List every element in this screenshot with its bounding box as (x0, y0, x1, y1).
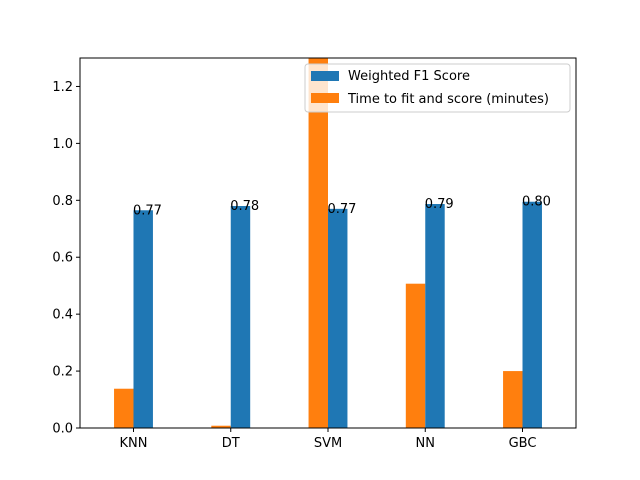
legend-box (304, 63, 571, 113)
x-tick-label-dt: DT (222, 436, 240, 451)
bar-f1-dt (230, 206, 251, 428)
x-tick-label-knn: KNN (119, 436, 147, 451)
bar-f1-knn (133, 210, 153, 428)
y-axis: 0.0 0.2 0.4 0.6 0.8 1.0 1.2 (52, 80, 80, 437)
bar-time-gbc (503, 371, 523, 428)
data-label-f1-dt: 0.78 (230, 199, 259, 214)
bar-time-dt (211, 425, 231, 428)
bar-time-knn (114, 388, 134, 428)
legend-swatch-time (311, 93, 339, 103)
y-tick-label: 0.4 (52, 308, 73, 323)
x-axis: KNN DT SVM NN GBC (119, 428, 536, 451)
bars-group (114, 58, 542, 428)
legend-swatch-f1 (311, 71, 339, 81)
x-tick-label-gbc: GBC (509, 436, 537, 451)
legend-label-f1: Weighted F1 Score (348, 69, 470, 84)
y-tick-label: 0.8 (52, 194, 73, 209)
y-tick-label: 0.6 (52, 251, 73, 266)
data-label-f1-knn: 0.77 (133, 203, 162, 218)
bar-time-svm (308, 58, 328, 428)
y-tick-label: 0.2 (52, 365, 73, 380)
x-tick-label-nn: NN (416, 436, 435, 451)
bar-f1-gbc (522, 201, 542, 428)
data-label-f1-nn: 0.79 (425, 197, 454, 212)
y-tick-label: 1.2 (52, 80, 73, 95)
x-tick-label-svm: SVM (314, 436, 342, 451)
data-label-f1-svm: 0.77 (328, 202, 357, 217)
legend: Weighted F1 Score Time to fit and score … (304, 63, 571, 113)
bar-f1-nn (425, 204, 445, 428)
bar-f1-svm (328, 208, 348, 428)
y-tick-label: 1.0 (52, 137, 73, 152)
legend-label-time: Time to fit and score (minutes) (347, 92, 549, 107)
data-label-f1-gbc: 0.80 (522, 195, 551, 210)
bar-time-nn (405, 283, 426, 428)
data-labels-group: 0.77 0.78 0.77 0.79 0.80 (133, 195, 551, 219)
y-tick-label: 0.0 (52, 422, 73, 437)
